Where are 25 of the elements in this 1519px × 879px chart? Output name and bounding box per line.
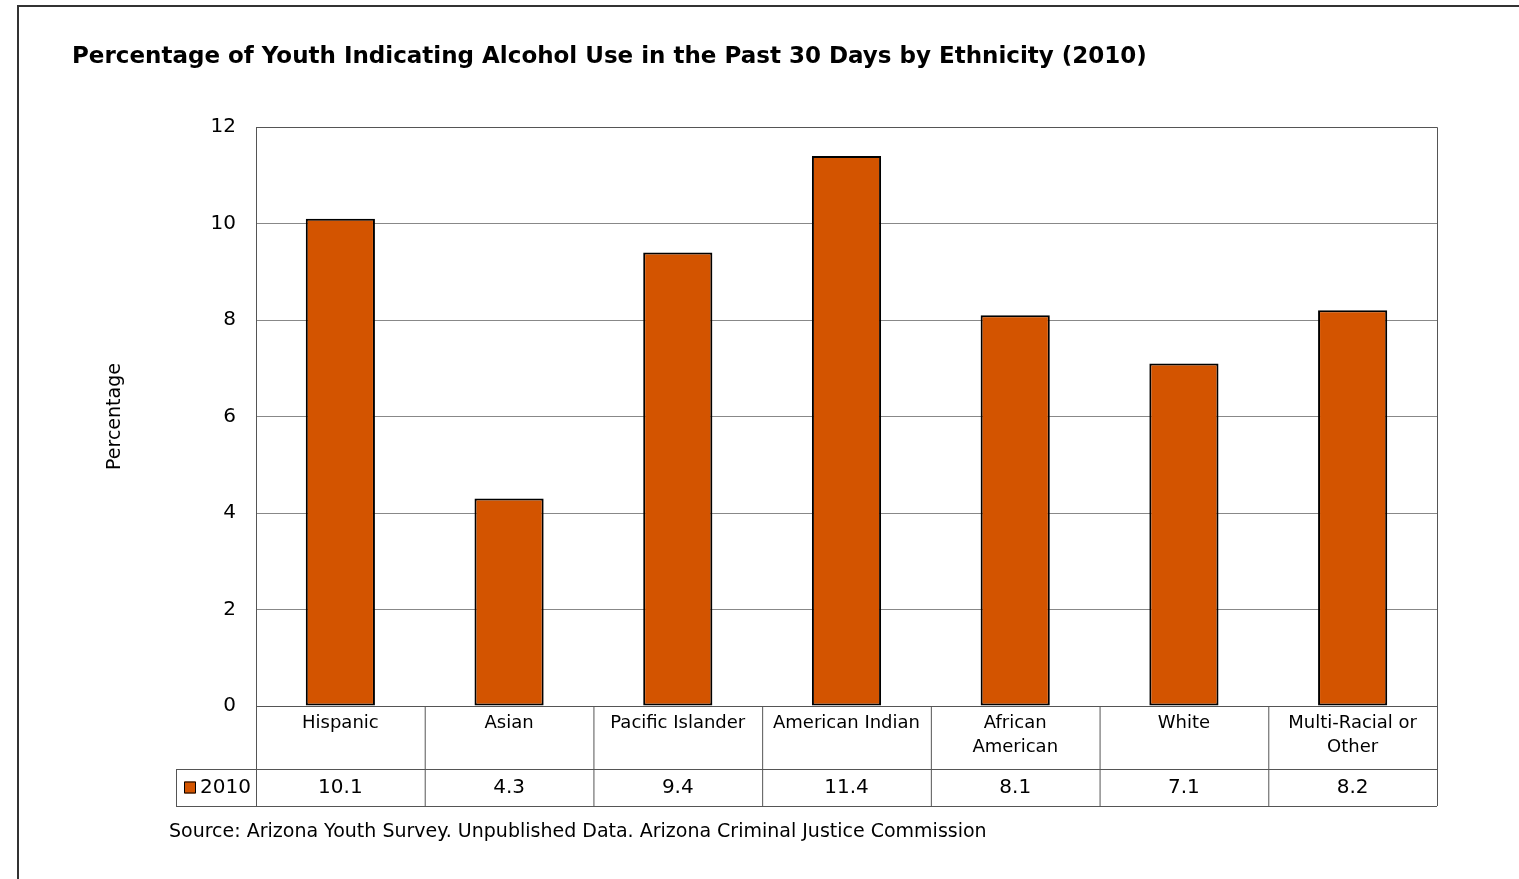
data-label: 11.4 bbox=[824, 773, 869, 798]
data-label: 8.1 bbox=[999, 773, 1032, 798]
data-label: 7.1 bbox=[1168, 773, 1200, 798]
y-tick-label: 2 bbox=[223, 595, 236, 620]
data-label: 8.2 bbox=[1336, 773, 1369, 798]
x-tick-label: Multi-Racial or Other bbox=[1288, 711, 1418, 756]
data-label: 9.4 bbox=[661, 773, 694, 798]
chart-title: Percentage of Youth Indicating Alcohol Use in the Past 30 Days by Ethnicity (2010) bbox=[72, 41, 1147, 68]
legend-label: 2010 bbox=[200, 773, 251, 798]
data-label: 10.1 bbox=[318, 773, 363, 798]
y-tick-label: 10 bbox=[210, 209, 236, 234]
x-tick-label: African American bbox=[972, 711, 1059, 756]
x-tick-label: Asian bbox=[484, 711, 534, 733]
y-tick-label: 12 bbox=[210, 113, 236, 138]
y-tick-label: 6 bbox=[223, 402, 236, 427]
x-tick-label: American Indian bbox=[773, 711, 920, 733]
x-tick-label: White bbox=[1157, 711, 1211, 733]
x-tick-label: Pacific Islander bbox=[610, 711, 746, 733]
y-tick-label: 8 bbox=[223, 306, 236, 331]
data-label: 4.3 bbox=[493, 773, 525, 798]
y-tick-label: 4 bbox=[223, 499, 236, 524]
y-tick-label: 0 bbox=[223, 692, 236, 717]
source-note: Source: Arizona Youth Survey. Unpublished Data. Arizona Criminal Justice Commission bbox=[169, 818, 987, 841]
x-tick-label: Hispanic bbox=[302, 711, 379, 733]
y-axis-title: Percentage bbox=[102, 363, 125, 470]
